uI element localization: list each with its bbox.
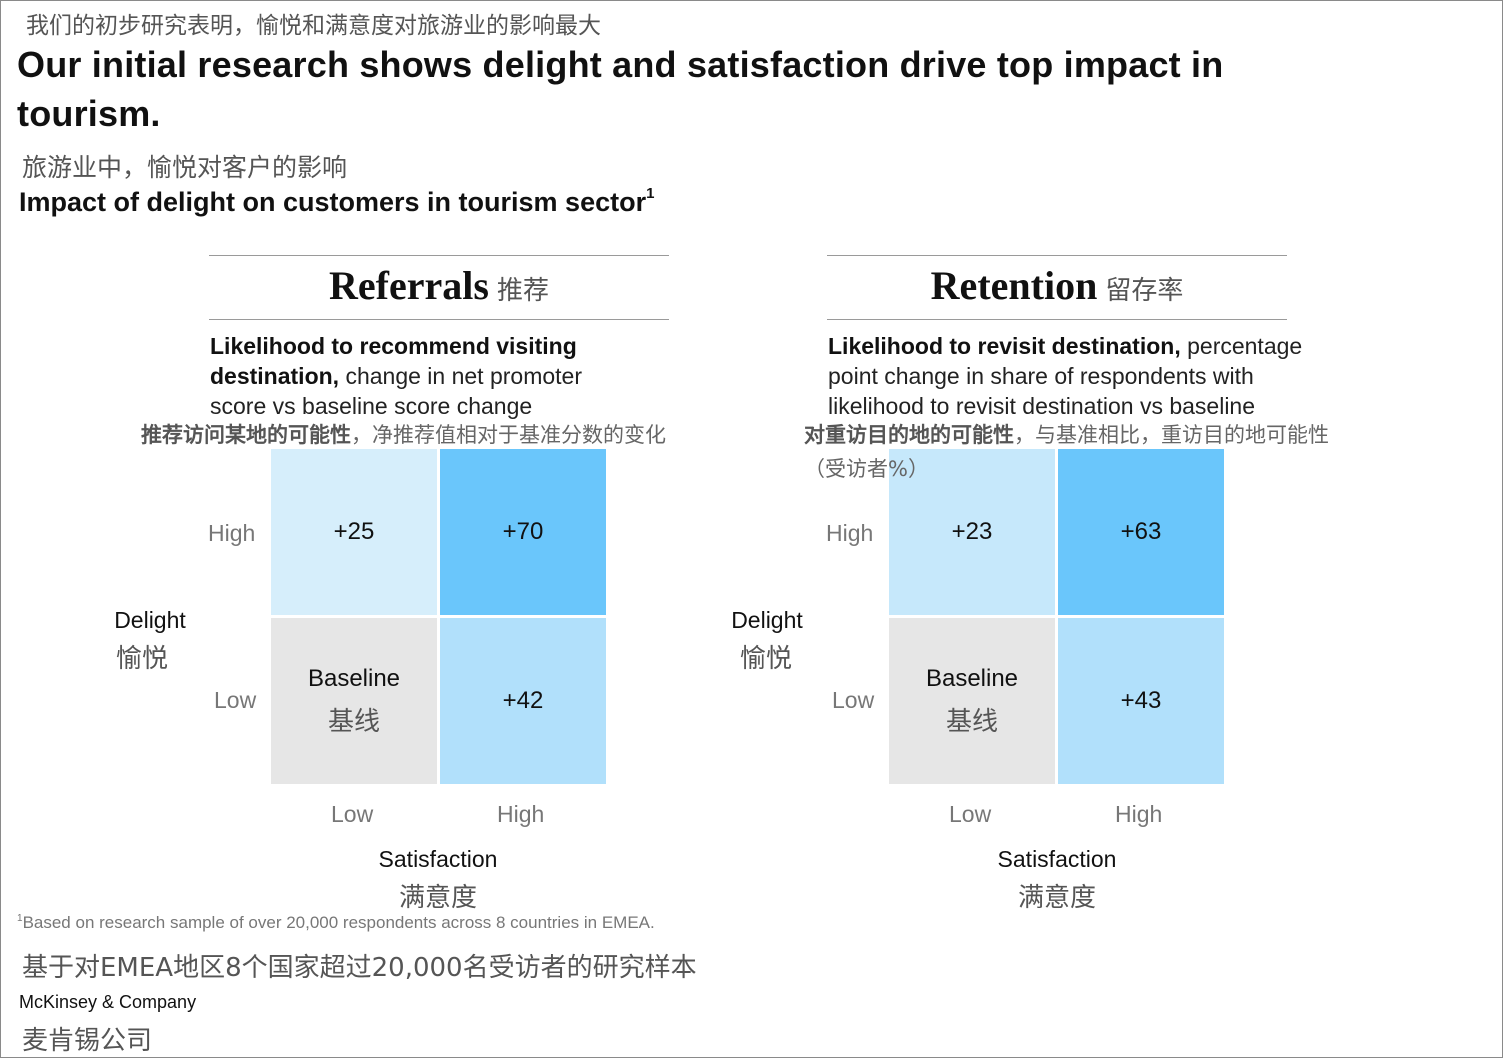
heatmap-cell-baseline: Baseline 基线 <box>889 618 1055 784</box>
heatmap-cell: +70 <box>440 449 606 615</box>
y-axis-label-chinese: 愉悦 <box>115 644 168 674</box>
heatmap-cell: +43 <box>1058 618 1224 784</box>
y-axis-label-text: Delight <box>731 607 803 633</box>
cell-value: +23 <box>951 518 993 545</box>
title-chinese: 我们的初步研究表明，愉悦和满意度对旅游业的影响最大 <box>26 13 601 39</box>
panel-description-chinese: 推荐访问某地的可能性，净推荐值相对于基准分数的变化 <box>141 418 761 452</box>
description-bold: Likelihood to recommend visiting destina… <box>210 333 577 389</box>
heatmap-cell: +25 <box>271 449 437 615</box>
subtitle-chinese: 旅游业中，愉悦对客户的影响 <box>22 153 348 182</box>
x-axis-label-text: Satisfaction <box>997 846 1117 872</box>
brand-name-chinese: 麦肯锡公司 <box>22 1026 153 1056</box>
panel-title-text: Referrals <box>329 263 489 308</box>
heatmap-cell: +23 <box>889 449 1055 615</box>
footnote-marker: 1 <box>17 913 23 924</box>
y-axis-label-text: Delight <box>114 607 186 633</box>
panel-description: Likelihood to recommend visiting destina… <box>210 331 630 421</box>
footnote-marker: 1 <box>646 185 655 202</box>
panel-title-chinese: 留存率 <box>1105 276 1184 306</box>
x-tick-label: Low <box>949 801 992 827</box>
y-axis-label-chinese: 愉悦 <box>739 644 792 674</box>
cell-value: Baseline <box>307 664 401 692</box>
panel-bottom-rule <box>827 319 1287 320</box>
y-tick-label: Low <box>832 687 875 713</box>
cell-value: +63 <box>1120 518 1162 545</box>
panel-title-chinese: 推荐 <box>496 276 549 306</box>
x-axis-label: Satisfaction 满意度 <box>338 846 538 914</box>
y-axis-label: Delight 愉悦 <box>717 607 817 675</box>
cell-value: +42 <box>502 687 544 714</box>
panel-top-rule <box>827 255 1287 256</box>
panel-description: Likelihood to revisit destination, perce… <box>828 331 1348 421</box>
x-axis-label: Satisfaction 满意度 <box>957 846 1157 914</box>
cell-value: +43 <box>1120 687 1162 714</box>
page-title: Our initial research shows delight and s… <box>17 44 1224 134</box>
description-cn-rest: ，净推荐值相对于基准分数的变化 <box>351 423 666 447</box>
cell-value-chinese: 基线 <box>945 706 998 737</box>
heatmap-cell-baseline: Baseline 基线 <box>271 618 437 784</box>
footnote: 1Based on research sample of over 20,000… <box>17 913 655 933</box>
subtitle-text: Impact of delight on customers in touris… <box>19 187 647 217</box>
footnote-chinese: 基于对EMEA地区8个国家超过20,000名受访者的研究样本 <box>22 953 697 983</box>
x-axis-label-chinese: 满意度 <box>1017 883 1096 913</box>
y-tick-label: Low <box>214 687 257 713</box>
x-tick-label: High <box>497 801 545 827</box>
x-axis-label-chinese: 满意度 <box>398 883 477 913</box>
y-axis-label: Delight 愉悦 <box>100 607 200 675</box>
x-axis-label-text: Satisfaction <box>378 846 498 872</box>
y-tick-label: High <box>208 520 256 546</box>
description-cn-rest: ，与基准相比，重访目的地可能性（受访者%） <box>804 423 1329 481</box>
cell-value: +70 <box>502 518 544 545</box>
description-rest: change in net promoter score vs baseline… <box>210 363 582 419</box>
x-tick-label: High <box>1115 801 1163 827</box>
panel-description-chinese: 对重访目的地的可能性，与基准相比，重访目的地可能性（受访者%） <box>804 418 1364 486</box>
description-cn-bold: 推荐访问某地的可能性 <box>141 423 351 447</box>
y-tick-label: High <box>826 520 874 546</box>
cell-value: Baseline <box>925 664 1019 692</box>
description-rest: percentage point change in share of resp… <box>828 333 1303 419</box>
x-tick-label: Low <box>331 801 374 827</box>
cell-value-chinese: 基线 <box>327 706 380 737</box>
panel-title-referrals: Referrals 推荐 <box>209 262 669 309</box>
footnote-text: Based on research sample of over 20,000 … <box>22 913 655 932</box>
subtitle: Impact of delight on customers in touris… <box>19 185 655 218</box>
description-bold: Likelihood to revisit destination, <box>828 333 1181 359</box>
cell-value: +25 <box>333 518 375 545</box>
heatmap-cell: +63 <box>1058 449 1224 615</box>
heatmap-cell: +42 <box>440 618 606 784</box>
panel-title-text: Retention <box>930 263 1098 308</box>
panel-title-retention: Retention 留存率 <box>827 262 1287 309</box>
panel-bottom-rule <box>209 319 669 320</box>
panel-top-rule <box>209 255 669 256</box>
description-cn-bold: 对重访目的地的可能性 <box>804 423 1014 447</box>
brand-name: McKinsey & Company <box>19 992 197 1012</box>
